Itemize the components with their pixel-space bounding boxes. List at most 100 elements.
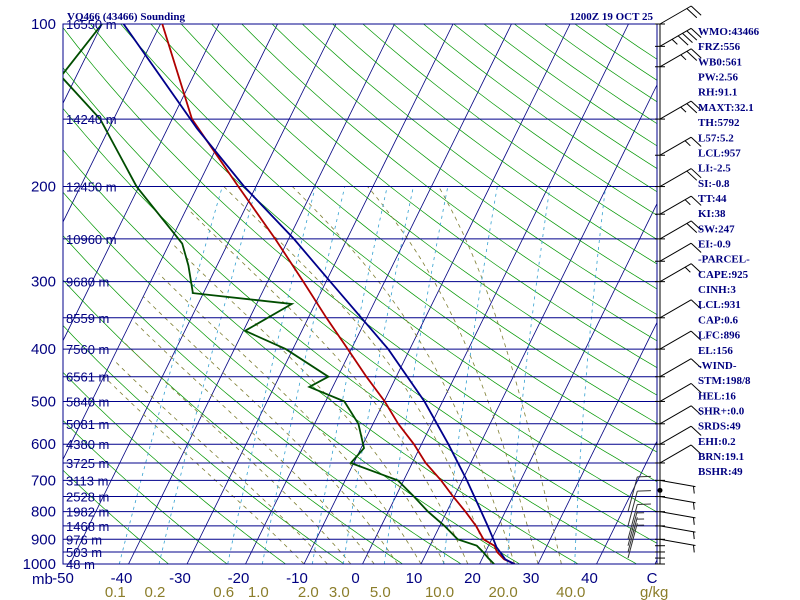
barb-staff bbox=[659, 383, 692, 402]
index-value: SW:247 bbox=[698, 223, 735, 235]
barb-flag bbox=[690, 168, 702, 179]
height-label: 5840 m bbox=[66, 394, 109, 409]
barb-staff bbox=[627, 523, 638, 559]
temperature-tick-label: -20 bbox=[228, 570, 250, 587]
barb-flag bbox=[690, 220, 702, 231]
index-value: FRZ:556 bbox=[698, 41, 741, 53]
barb-half-flag bbox=[692, 502, 695, 510]
moist-adiabat-line bbox=[121, 339, 352, 564]
index-value: TT:44 bbox=[698, 193, 727, 205]
index-value: EI:-0.9 bbox=[698, 239, 731, 251]
height-label: 1468 m bbox=[66, 519, 109, 534]
height-label: 503 m bbox=[66, 545, 102, 560]
temperature-tick-label: 0 bbox=[351, 570, 359, 587]
height-label: 9680 m bbox=[66, 275, 109, 290]
barb-half-flag bbox=[684, 140, 691, 147]
height-label: 14240 m bbox=[66, 112, 117, 127]
barb-flag bbox=[686, 223, 698, 234]
wind-barb bbox=[659, 168, 702, 187]
height-label: 3725 m bbox=[66, 456, 109, 471]
barb-flag bbox=[690, 383, 702, 394]
wind-barb bbox=[659, 5, 702, 25]
wind-barb bbox=[659, 330, 702, 350]
wind-barb bbox=[627, 517, 645, 553]
barb-half-flag bbox=[684, 199, 691, 206]
pressure-tick-label: 600 bbox=[31, 436, 56, 453]
isotherm-line bbox=[63, 24, 161, 223]
height-label: 2528 m bbox=[66, 490, 109, 505]
index-value: KI:38 bbox=[698, 208, 726, 220]
barb-flag bbox=[686, 103, 698, 114]
barb-staff bbox=[659, 220, 692, 240]
temperature-trace bbox=[161, 24, 515, 564]
barb-flag bbox=[690, 242, 702, 253]
barb-flag bbox=[690, 425, 702, 436]
index-value: WMO:43466 bbox=[698, 26, 760, 38]
index-value: CINH:3 bbox=[698, 284, 736, 296]
moist-adiabat-line bbox=[292, 186, 515, 564]
barb-flag bbox=[690, 100, 702, 111]
wind-barb bbox=[627, 523, 645, 559]
index-value: CAP:0.6 bbox=[698, 314, 739, 326]
station-title: VQ466 (43466) Sounding bbox=[67, 11, 185, 23]
height-label: 12450 m bbox=[66, 180, 117, 195]
wind-barb bbox=[659, 48, 702, 68]
mixing-ratio-label: 10.0 bbox=[425, 584, 454, 600]
barb-half-flag bbox=[671, 38, 678, 45]
height-label: 48 m bbox=[66, 557, 95, 572]
index-value: CAPE:925 bbox=[698, 269, 749, 281]
pressure-tick-label: 1000 bbox=[23, 556, 56, 573]
barb-flag bbox=[690, 5, 702, 16]
moist-adiabat-line bbox=[367, 186, 539, 564]
index-value: LI:-2.5 bbox=[698, 163, 731, 175]
mixing-ratio-line bbox=[118, 186, 223, 564]
plot-frame bbox=[62, 23, 658, 565]
mixing-ratio-unit-label: g/kg bbox=[640, 584, 668, 600]
mixing-ratio-label: 40.0 bbox=[556, 584, 585, 600]
barb-staff bbox=[627, 517, 638, 553]
barb-flag bbox=[690, 48, 702, 59]
wind-barb bbox=[659, 220, 702, 240]
wind-marker bbox=[657, 487, 663, 493]
wind-barb bbox=[659, 27, 702, 47]
height-label: 10960 m bbox=[66, 232, 117, 247]
temperature-tick-label: 30 bbox=[523, 570, 540, 587]
pressure-tick-label: 900 bbox=[31, 531, 56, 548]
temperature-tick-label: C bbox=[647, 570, 658, 587]
wind-barb bbox=[659, 479, 696, 494]
barb-half-flag bbox=[680, 106, 687, 113]
barb-staff bbox=[659, 358, 692, 378]
barb-half-flag bbox=[692, 531, 695, 540]
wind-barb bbox=[659, 511, 696, 525]
wind-barb bbox=[659, 405, 702, 425]
barb-staff bbox=[659, 195, 692, 215]
moist-adiabat-line bbox=[104, 376, 305, 564]
temperature-tick-label: -40 bbox=[111, 570, 133, 587]
isotherm-line bbox=[63, 24, 278, 461]
barb-flag bbox=[690, 299, 702, 310]
index-value: SI:-0.8 bbox=[698, 178, 730, 190]
temperature-tick-label: -50 bbox=[52, 570, 74, 587]
moist-adiabat-line bbox=[113, 360, 328, 564]
barb-staff bbox=[659, 48, 692, 68]
mixing-ratio-label: 0.2 bbox=[145, 584, 166, 600]
barb-staff bbox=[659, 405, 692, 425]
height-label: 1982 m bbox=[66, 505, 109, 520]
barb-flag bbox=[677, 35, 689, 46]
barb-staff bbox=[659, 444, 692, 464]
wind-barb bbox=[659, 100, 702, 120]
barb-staff bbox=[659, 242, 692, 262]
barb-flag bbox=[690, 263, 702, 274]
moist-adiabat-line bbox=[143, 296, 398, 564]
mixing-ratio-label: 20.0 bbox=[489, 584, 518, 600]
sounding-traces bbox=[63, 24, 516, 564]
barb-staff bbox=[659, 525, 696, 533]
barb-flag bbox=[690, 330, 702, 341]
barb-staff bbox=[659, 496, 696, 504]
parcel-trace bbox=[122, 24, 516, 564]
pressure-tick-label: 100 bbox=[31, 16, 56, 33]
pressure-tick-label: 700 bbox=[31, 472, 56, 489]
barb-flag bbox=[690, 27, 702, 38]
barb-staff bbox=[659, 299, 692, 319]
index-value: TH:5792 bbox=[698, 117, 740, 129]
